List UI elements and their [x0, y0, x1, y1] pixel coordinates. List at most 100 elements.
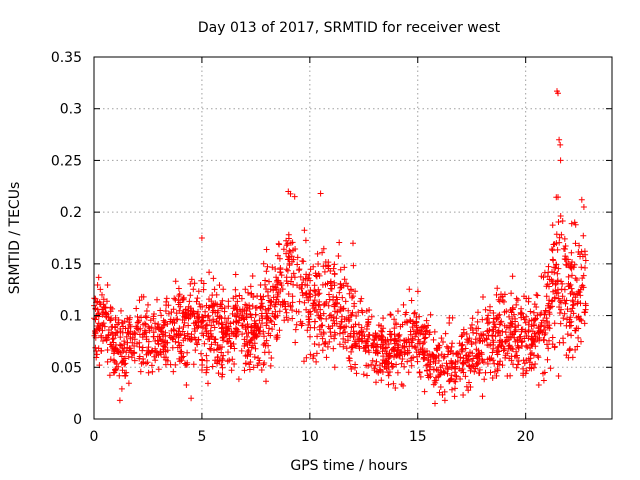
data-point [576, 242, 583, 249]
data-point [486, 319, 493, 326]
data-point [361, 333, 368, 340]
data-point [458, 333, 465, 340]
data-point [484, 342, 491, 348]
data-point [154, 337, 161, 344]
data-point [168, 309, 175, 316]
data-point [424, 367, 430, 374]
data-point [556, 310, 563, 316]
data-point [331, 335, 338, 342]
data-point [411, 309, 418, 316]
data-point [251, 340, 258, 347]
data-point [408, 339, 415, 346]
data-point [345, 318, 352, 325]
data-point [546, 325, 553, 332]
data-point [445, 345, 452, 352]
data-point [152, 345, 159, 352]
data-point [492, 333, 499, 340]
data-point [294, 261, 301, 268]
data-point [195, 288, 202, 295]
data-point [281, 317, 288, 324]
data-point [379, 328, 386, 335]
data-point [164, 357, 171, 364]
data-point [316, 341, 322, 348]
data-point [396, 331, 403, 338]
data-point [490, 310, 497, 316]
data-point [230, 341, 237, 347]
data-point [551, 241, 558, 248]
data-point [204, 313, 211, 320]
data-point [422, 328, 429, 335]
data-point [133, 305, 140, 312]
data-point [345, 307, 352, 314]
data-point [515, 322, 522, 329]
data-point [244, 341, 251, 348]
data-point [143, 308, 150, 314]
data-point [521, 316, 528, 323]
data-point [251, 354, 258, 360]
data-point [446, 320, 453, 326]
data-point [352, 341, 359, 348]
data-point [231, 361, 238, 367]
data-point [439, 362, 446, 369]
data-point [303, 306, 310, 313]
data-point [391, 316, 398, 323]
data-point [386, 353, 392, 360]
data-point [136, 297, 143, 304]
data-point [301, 227, 308, 234]
data-point [302, 275, 309, 282]
data-point [163, 295, 170, 302]
data-point [251, 317, 258, 324]
data-point [123, 369, 130, 376]
data-point [513, 301, 520, 308]
data-point [310, 263, 317, 270]
data-point [390, 380, 397, 387]
data-point [355, 309, 362, 316]
data-point [254, 324, 261, 331]
data-point [460, 369, 467, 376]
data-point [442, 330, 449, 337]
data-point [153, 349, 160, 355]
data-point [242, 286, 249, 293]
data-point [395, 346, 402, 353]
data-point [209, 292, 216, 299]
data-point [190, 286, 197, 293]
data-point [421, 339, 428, 346]
data-point [460, 392, 467, 398]
data-point [475, 309, 481, 316]
data-point [462, 373, 469, 380]
data-point [312, 288, 319, 295]
data-point [338, 306, 345, 313]
data-point [268, 318, 275, 325]
data-point [214, 359, 220, 365]
data-point [572, 275, 579, 282]
data-point [269, 310, 276, 317]
data-point [236, 317, 243, 324]
data-point [325, 302, 332, 309]
data-point [310, 355, 316, 362]
data-point [341, 316, 348, 323]
data-point [327, 279, 334, 286]
data-point [194, 341, 201, 348]
data-point [328, 312, 334, 318]
data-point [296, 298, 303, 305]
data-point [230, 319, 237, 326]
data-point [266, 278, 272, 285]
data-point [569, 259, 575, 265]
data-point [264, 263, 271, 270]
data-point [581, 248, 588, 255]
data-point [387, 328, 393, 335]
data-point [141, 320, 148, 327]
data-point [535, 324, 542, 330]
data-point [351, 300, 358, 307]
data-point [208, 322, 215, 329]
data-point [340, 335, 347, 342]
data-point [277, 301, 284, 308]
data-point [257, 304, 264, 311]
data-point [414, 358, 421, 365]
data-point [298, 281, 305, 288]
data-point [283, 266, 290, 273]
data-point [168, 327, 175, 334]
data-point [406, 343, 413, 350]
data-point [578, 264, 585, 271]
data-point [201, 340, 208, 347]
